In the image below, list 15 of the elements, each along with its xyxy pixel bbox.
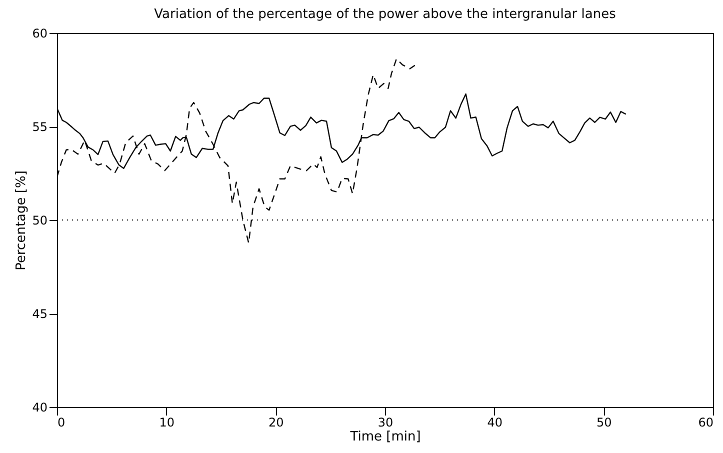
x-tick-label: 0 <box>58 416 66 430</box>
x-tick-label: 40 <box>487 416 502 430</box>
x-tick-label: 60 <box>698 416 714 430</box>
chart-title: Variation of the percentage of the power above the intergranular lanes <box>154 7 616 22</box>
y-tick-label: 45 <box>32 307 48 321</box>
y-tick-label: 50 <box>32 214 48 228</box>
x-tick-label: 50 <box>596 416 612 430</box>
x-tick-label: 20 <box>268 416 284 430</box>
x-tick-label: 10 <box>159 416 174 430</box>
y-tick-label: 60 <box>32 26 48 40</box>
y-tick-label: 40 <box>32 400 48 414</box>
x-axis-title: Time [min] <box>349 430 421 444</box>
y-axis-title: Percentage [%] <box>14 170 30 270</box>
x-tick-label: 30 <box>378 416 394 430</box>
y-tick-label: 55 <box>32 120 48 134</box>
